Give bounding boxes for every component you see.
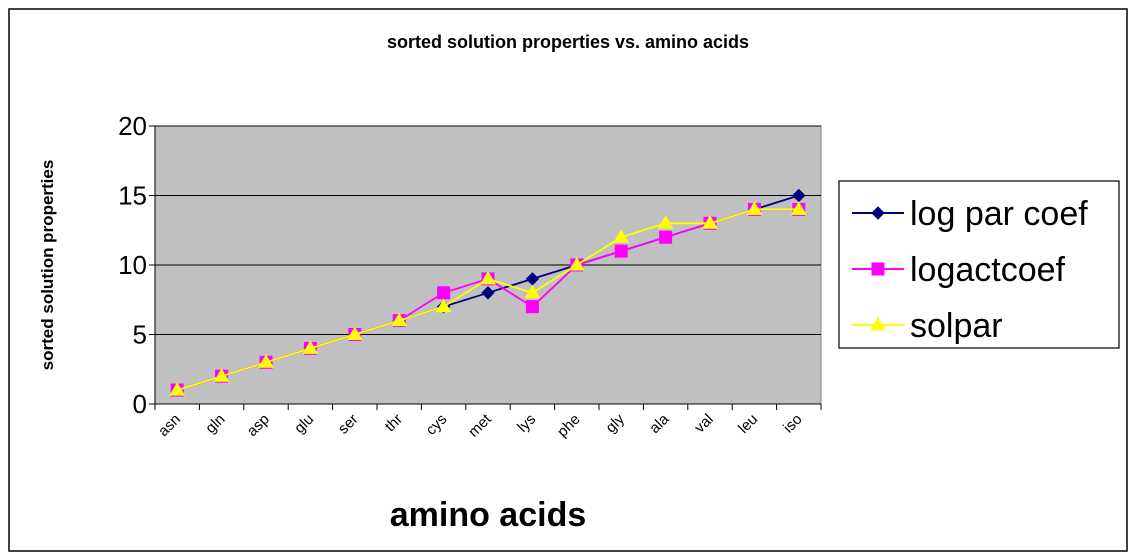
legend-label: logactcoef bbox=[910, 251, 1066, 289]
data-point bbox=[258, 354, 274, 368]
data-point bbox=[302, 340, 319, 354]
data-point bbox=[213, 368, 230, 382]
data-point bbox=[169, 382, 186, 396]
legend-label: solpar bbox=[910, 307, 1003, 345]
y-axis-label: sorted solution properties bbox=[38, 160, 57, 371]
chart-title: sorted solution properties vs. amino aci… bbox=[387, 32, 749, 52]
y-tick-label: 15 bbox=[118, 181, 147, 211]
data-point bbox=[480, 270, 496, 285]
data-point bbox=[524, 284, 541, 299]
legend-marker bbox=[870, 317, 886, 331]
data-point bbox=[657, 215, 674, 229]
y-tick-label: 5 bbox=[133, 320, 147, 350]
data-point bbox=[746, 201, 763, 215]
legend-item: log par coef bbox=[852, 195, 1088, 233]
data-point bbox=[614, 244, 628, 258]
x-axis-label: amino acids bbox=[390, 496, 587, 534]
gridlines bbox=[155, 125, 821, 335]
series-2 bbox=[169, 201, 807, 396]
legend-marker bbox=[871, 206, 885, 220]
data-point bbox=[659, 230, 673, 244]
y-tick-label: 0 bbox=[133, 389, 147, 419]
data-point bbox=[346, 326, 363, 340]
data-point bbox=[525, 300, 539, 314]
legend-items: log par coef logactcoef solpar bbox=[852, 195, 1088, 345]
y-tick-label: 10 bbox=[118, 250, 147, 280]
y-axis: 0 5 10 15 20 bbox=[118, 111, 156, 419]
data-point bbox=[391, 312, 408, 327]
data-point bbox=[613, 229, 630, 243]
data-point bbox=[702, 215, 718, 229]
legend: log par coef logactcoef solpar bbox=[838, 180, 1120, 349]
legend-label: log par coef bbox=[910, 195, 1088, 233]
data-point bbox=[437, 286, 451, 300]
data-point bbox=[481, 286, 495, 300]
y-tick-label: 20 bbox=[118, 111, 147, 141]
data-point bbox=[568, 257, 585, 271]
legend-item: solpar bbox=[852, 307, 1003, 345]
legend-box bbox=[838, 180, 1120, 349]
series-layer bbox=[169, 188, 807, 397]
legend-marker bbox=[871, 262, 885, 276]
data-point bbox=[435, 298, 452, 313]
legend-item: logactcoef bbox=[852, 251, 1066, 289]
data-point bbox=[790, 201, 807, 215]
